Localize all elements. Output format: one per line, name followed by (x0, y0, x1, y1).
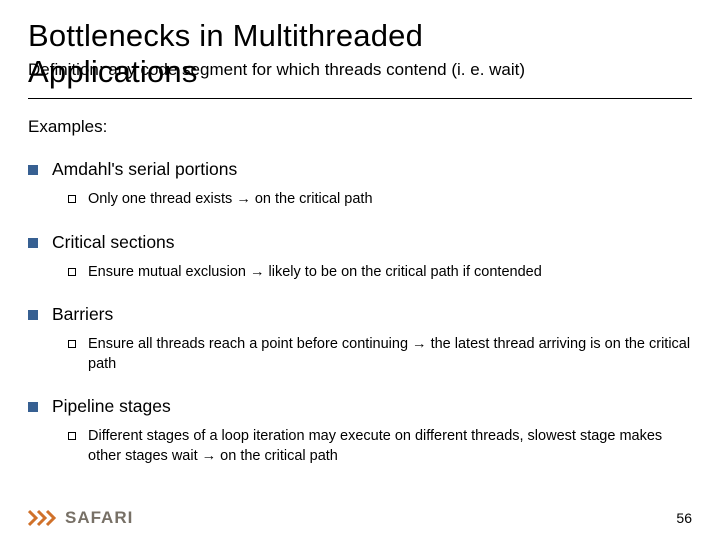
hollow-bullet-icon (68, 268, 76, 276)
sub-text: Ensure mutual exclusion → likely to be o… (88, 263, 542, 283)
item-head: Amdahl's serial portions (28, 159, 692, 180)
page-number: 56 (676, 510, 692, 526)
hollow-bullet-icon (68, 340, 76, 348)
list-item: Barriers Ensure all threads reach a point… (28, 304, 692, 374)
sub-text: Different stages of a loop iteration may… (88, 427, 692, 466)
sub-item: Ensure all threads reach a point before … (68, 335, 692, 374)
item-head: Critical sections (28, 232, 692, 253)
item-title: Pipeline stages (52, 396, 171, 417)
sub-item: Only one thread exists → on the critical… (68, 190, 692, 210)
list-item: Pipeline stages Different stages of a loo… (28, 396, 692, 466)
square-bullet-icon (28, 165, 38, 175)
title-rule (28, 98, 692, 99)
title-definition-overlap: Applications Definition: any code segmen… (28, 54, 692, 94)
item-head: Pipeline stages (28, 396, 692, 417)
square-bullet-icon (28, 310, 38, 320)
sub-text: Ensure all threads reach a point before … (88, 335, 692, 374)
item-title: Barriers (52, 304, 113, 325)
definition-text: Definition: any code segment for which t… (28, 60, 525, 80)
title-line-1: Bottlenecks in Multithreaded (28, 18, 692, 54)
list-item: Critical sections Ensure mutual exclusion… (28, 232, 692, 283)
sub-item: Ensure mutual exclusion → likely to be o… (68, 263, 692, 283)
safari-logo: SAFARI (28, 508, 133, 528)
examples-label: Examples: (28, 117, 692, 137)
sub-item: Different stages of a loop iteration may… (68, 427, 692, 466)
hollow-bullet-icon (68, 195, 76, 203)
logo-chevrons-icon (28, 509, 62, 527)
items-list: Amdahl's serial portions Only one thread … (28, 159, 692, 466)
square-bullet-icon (28, 402, 38, 412)
sub-text: Only one thread exists → on the critical… (88, 190, 373, 210)
item-title: Amdahl's serial portions (52, 159, 237, 180)
item-head: Barriers (28, 304, 692, 325)
item-title: Critical sections (52, 232, 175, 253)
title-block: Bottlenecks in Multithreaded Application… (28, 18, 692, 99)
square-bullet-icon (28, 238, 38, 248)
hollow-bullet-icon (68, 432, 76, 440)
list-item: Amdahl's serial portions Only one thread … (28, 159, 692, 210)
slide-container: Bottlenecks in Multithreaded Application… (0, 0, 720, 540)
footer: SAFARI 56 (28, 508, 692, 528)
logo-wordmark: SAFARI (65, 508, 133, 528)
